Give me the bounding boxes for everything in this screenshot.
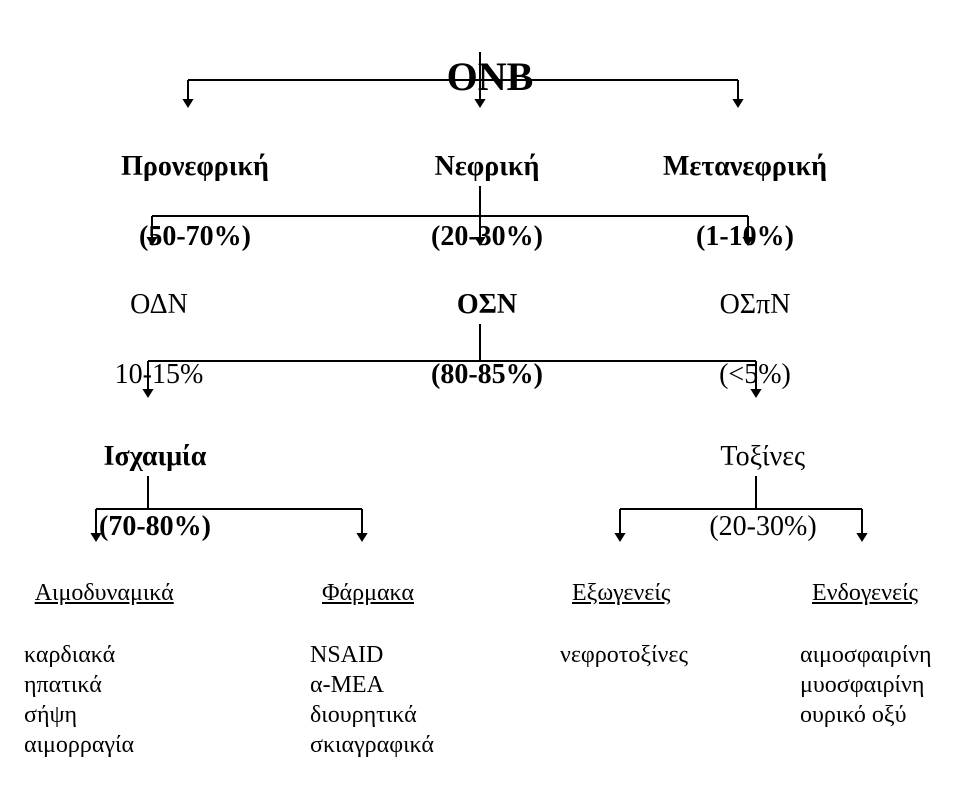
connector-layer [0, 0, 960, 704]
